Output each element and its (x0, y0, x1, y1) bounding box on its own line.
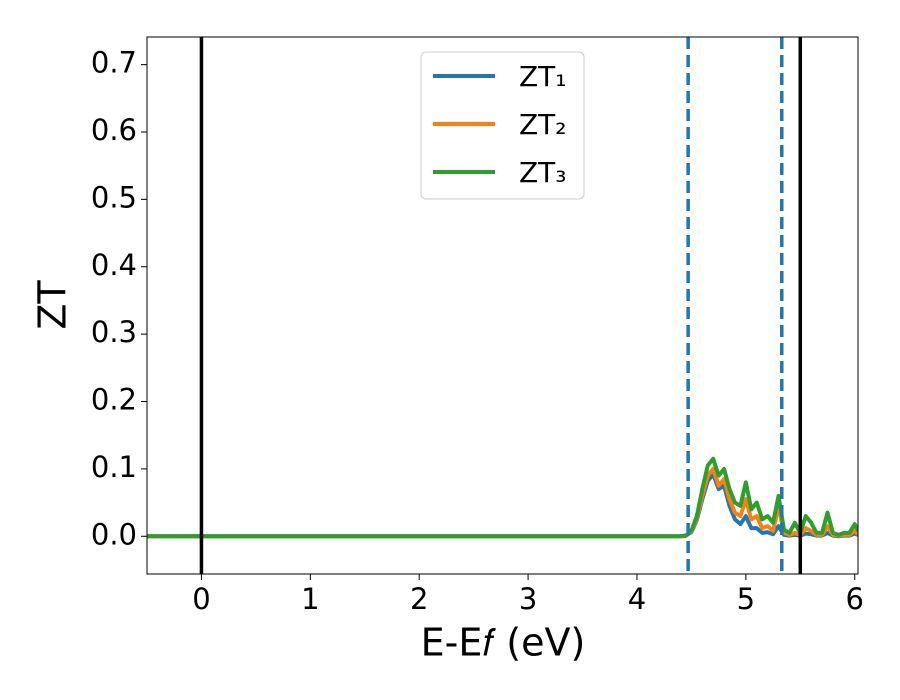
plot-area (147, 37, 858, 574)
x-tick-label: 0 (192, 582, 210, 616)
legend-label: ZT₃ (519, 156, 567, 189)
y-axis-label: ZT (31, 280, 75, 330)
x-tick-label: 4 (628, 582, 646, 616)
y-tick-label: 0.1 (91, 450, 137, 484)
y-tick-label: 0.3 (91, 315, 137, 349)
y-tick-label: 0.2 (91, 383, 137, 417)
x-tick-label: 6 (846, 582, 864, 616)
y-tick-label: 0.4 (91, 248, 137, 282)
x-tick-label: 2 (410, 582, 428, 616)
x-tick-label: 1 (301, 582, 319, 616)
axes-frame (146, 36, 859, 575)
legend-label: ZT₂ (519, 108, 567, 141)
legend-label: ZT₁ (519, 60, 567, 93)
data-line (147, 456, 858, 539)
legend-box (420, 51, 585, 200)
y-tick-label: 0.0 (91, 517, 137, 551)
x-axis-label: E-E𝑓 (eV) (421, 621, 586, 665)
y-tick-label: 0.6 (91, 113, 137, 147)
x-tick-label: 5 (737, 582, 755, 616)
data-line (147, 466, 858, 539)
x-tick-label: 3 (519, 582, 537, 616)
y-tick-label: 0.5 (91, 180, 137, 214)
y-tick-label: 0.7 (91, 46, 137, 80)
